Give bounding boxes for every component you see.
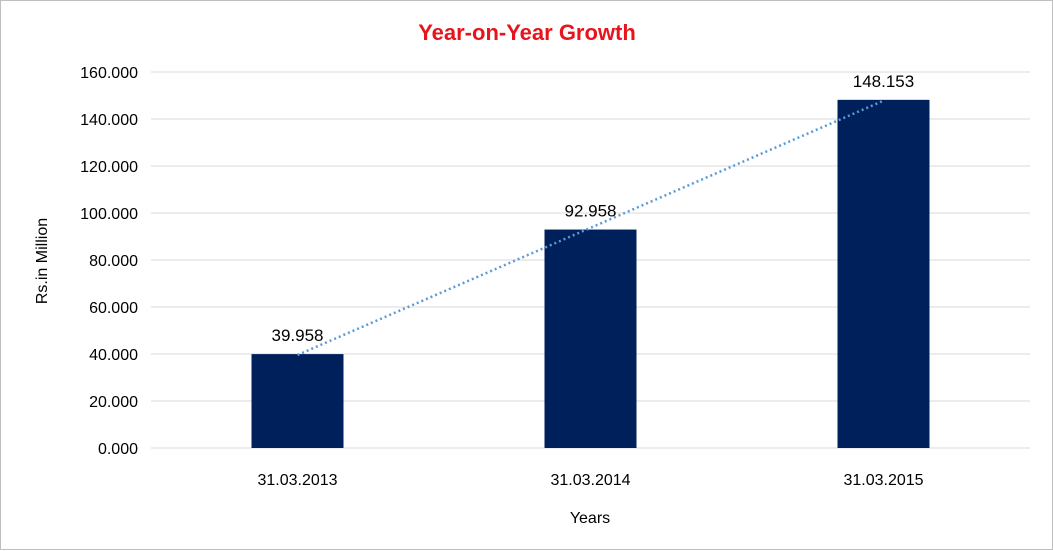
x-axis-label: Years: [570, 510, 610, 527]
y-tick-label: 80.000: [89, 253, 138, 270]
y-tick-label: 160.000: [80, 65, 138, 82]
bar: [837, 99, 930, 448]
x-tick-label: 31.03.2014: [550, 472, 630, 489]
x-axis-tick-labels: 31.03.2013 31.03.2014 31.03.2015: [257, 472, 923, 489]
y-tick-label: 40.000: [89, 347, 138, 364]
y-axis-tick-labels: 0.000 20.000 40.000 60.000 80.000 100.000 120.…: [80, 65, 138, 458]
data-label: 92.958: [565, 202, 617, 221]
y-tick-label: 0.000: [98, 441, 138, 458]
bar: [251, 354, 344, 448]
data-label: 148.153: [853, 72, 914, 91]
x-tick-label: 31.03.2015: [843, 472, 923, 489]
y-tick-label: 60.000: [89, 300, 138, 317]
data-label: 39.958: [272, 326, 324, 345]
y-tick-label: 100.000: [80, 206, 138, 223]
y-tick-label: 140.000: [80, 112, 138, 129]
y-tick-label: 120.000: [80, 159, 138, 176]
data-labels: 39.958 92.958 148.153: [272, 72, 915, 345]
bars: [251, 99, 930, 448]
x-tick-label: 31.03.2013: [257, 472, 337, 489]
bar: [544, 229, 637, 448]
y-axis-label: Rs.in Million: [34, 218, 51, 304]
trendline: [297, 99, 884, 357]
chart-title: Year-on-Year Growth: [418, 20, 636, 45]
y-tick-label: 20.000: [89, 394, 138, 411]
